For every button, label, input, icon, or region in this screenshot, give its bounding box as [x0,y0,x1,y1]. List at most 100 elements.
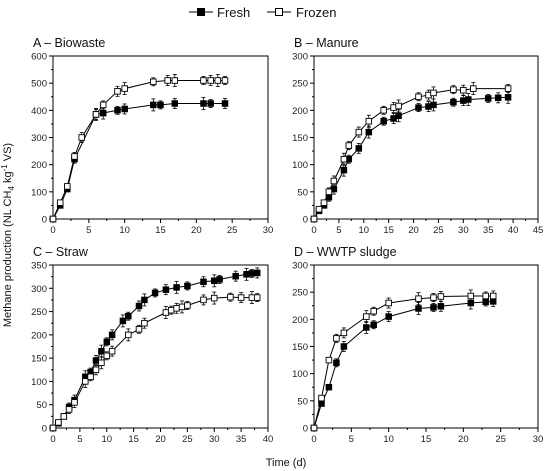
series-line-frozen-straw [52,296,258,429]
plot-frame-manure [313,55,539,220]
data-point-frozen-straw [210,294,218,302]
data-point-fresh-straw [108,331,116,339]
data-point-fresh-straw [253,269,261,277]
y-tick-label-straw: 100 [31,377,47,388]
data-point-frozen-straw [162,309,170,316]
data-point-frozen-wwtp-sludge [437,293,445,300]
data-point-frozen-biowaste [99,101,107,109]
data-point-fresh-straw [200,278,207,286]
x-tick-label-wwtp-sludge: 0 [311,434,316,445]
x-axis-title: Time (d) [266,457,307,469]
data-point-frozen-biowaste [92,111,100,118]
data-point-frozen-straw [108,347,116,355]
data-point-frozen-manure [460,86,467,94]
data-point-fresh-manure [365,128,373,136]
data-point-frozen-straw [173,305,180,312]
data-point-frozen-wwtp-sludge [333,335,340,342]
x-tick-label-manure: 30 [458,225,469,236]
data-point-fresh-straw [243,271,250,278]
data-point-frozen-manure [504,85,512,92]
data-point-frozen-biowaste [114,88,121,95]
data-point-frozen-manure [355,128,363,136]
data-point-frozen-manure [415,93,422,101]
data-point-frozen-straw [92,366,100,374]
data-point-frozen-straw [227,293,234,301]
data-point-frozen-manure [470,85,477,92]
data-point-frozen-straw [167,306,175,314]
x-tick-label-straw: 0 [50,434,55,445]
panel-title-wwtp-sludge: D – WWTP sludge [294,245,397,259]
data-point-frozen-manure [325,188,333,196]
data-point-frozen-wwtp-sludge [318,394,325,402]
data-point-frozen-wwtp-sludge [430,294,437,301]
data-point-fresh-manure [494,94,502,102]
data-point-fresh-straw [162,286,170,293]
series-line-fresh-biowaste [52,103,225,220]
data-point-frozen-wwtp-sludge [370,307,377,315]
x-tick-label-biowaste: 15 [155,225,166,236]
legend-fresh-label: Fresh [217,5,250,20]
data-point-frozen-straw [98,359,105,367]
y-tick-label-straw: 350 [31,261,47,272]
x-tick-label-manure: 10 [358,225,369,236]
data-point-frozen-biowaste [221,77,229,84]
x-tick-label-manure: 35 [483,225,494,236]
data-point-fresh-wwtp-sludge [333,359,340,367]
x-tick-label-straw: 35 [236,434,247,445]
legend: Fresh Frozen [189,5,336,20]
data-point-frozen-straw [135,326,143,333]
data-point-frozen-biowaste [214,77,222,84]
data-point-frozen-straw [200,296,207,304]
data-point-frozen-manure [320,199,328,206]
panel-straw: C – Straw 0 5 10 15 20 25 30 35 40 0 50 100 150 200 250… [31,245,273,445]
y-tick-label-biowaste: 100 [31,187,47,198]
x-tick-label-straw: 10 [101,434,112,445]
data-point-frozen-straw [60,413,68,420]
y-tick-label-wwtp-sludge: 150 [292,342,308,353]
x-tick-label-biowaste: 20 [191,225,202,236]
data-point-frozen-wwtp-sludge [325,356,333,364]
y-tick-label-manure: 100 [292,160,308,171]
data-point-frozen-manure [340,155,348,163]
data-point-fresh-straw [125,312,132,320]
x-tick-label-manure: 15 [383,225,394,236]
data-point-frozen-straw [178,303,186,311]
data-point-frozen-straw [82,378,89,385]
data-point-frozen-biowaste [171,77,179,84]
data-point-frozen-wwtp-sludge [489,292,497,300]
data-point-fresh-wwtp-sludge [385,313,392,320]
y-tick-label-manure: 200 [292,106,308,117]
data-point-fresh-manure [380,117,387,125]
legend-fresh-marker [197,8,205,16]
y-tick-label-wwtp-sludge: 50 [297,396,308,407]
panel-manure: B – Manure 0 5 10 15 20 25 30 35 40 45 0 50 100 150 200… [292,36,543,236]
data-point-frozen-manure [315,205,323,213]
data-point-frozen-biowaste [150,78,157,86]
data-point-frozen-straw [184,302,191,309]
data-point-fresh-biowaste [121,105,128,113]
data-point-frozen-wwtp-sludge [482,292,489,300]
data-point-frozen-wwtp-sludge [340,329,348,337]
legend-frozen-marker [275,8,283,16]
y-tick-label-biowaste: 400 [31,106,47,117]
data-point-frozen-straw [71,399,78,406]
plot-frame-wwtp-sludge [313,264,539,429]
x-tick-label-straw: 15 [128,434,139,445]
data-point-frozen-manure [395,102,402,110]
y-tick-label-straw: 250 [31,307,47,318]
data-point-fresh-biowaste [114,107,121,114]
x-tick-label-manure: 5 [336,225,341,236]
data-point-frozen-manure [330,177,338,185]
data-point-fresh-biowaste [207,100,214,107]
data-point-fresh-manure [355,145,363,152]
data-point-frozen-biowaste [121,85,128,92]
data-point-fresh-straw [103,338,111,346]
data-point-fresh-straw [216,276,223,283]
data-point-frozen-straw [49,424,57,432]
data-point-frozen-straw [253,294,261,301]
data-point-frozen-straw [55,419,62,426]
data-point-fresh-biowaste [99,109,107,117]
data-point-fresh-straw [232,272,239,280]
